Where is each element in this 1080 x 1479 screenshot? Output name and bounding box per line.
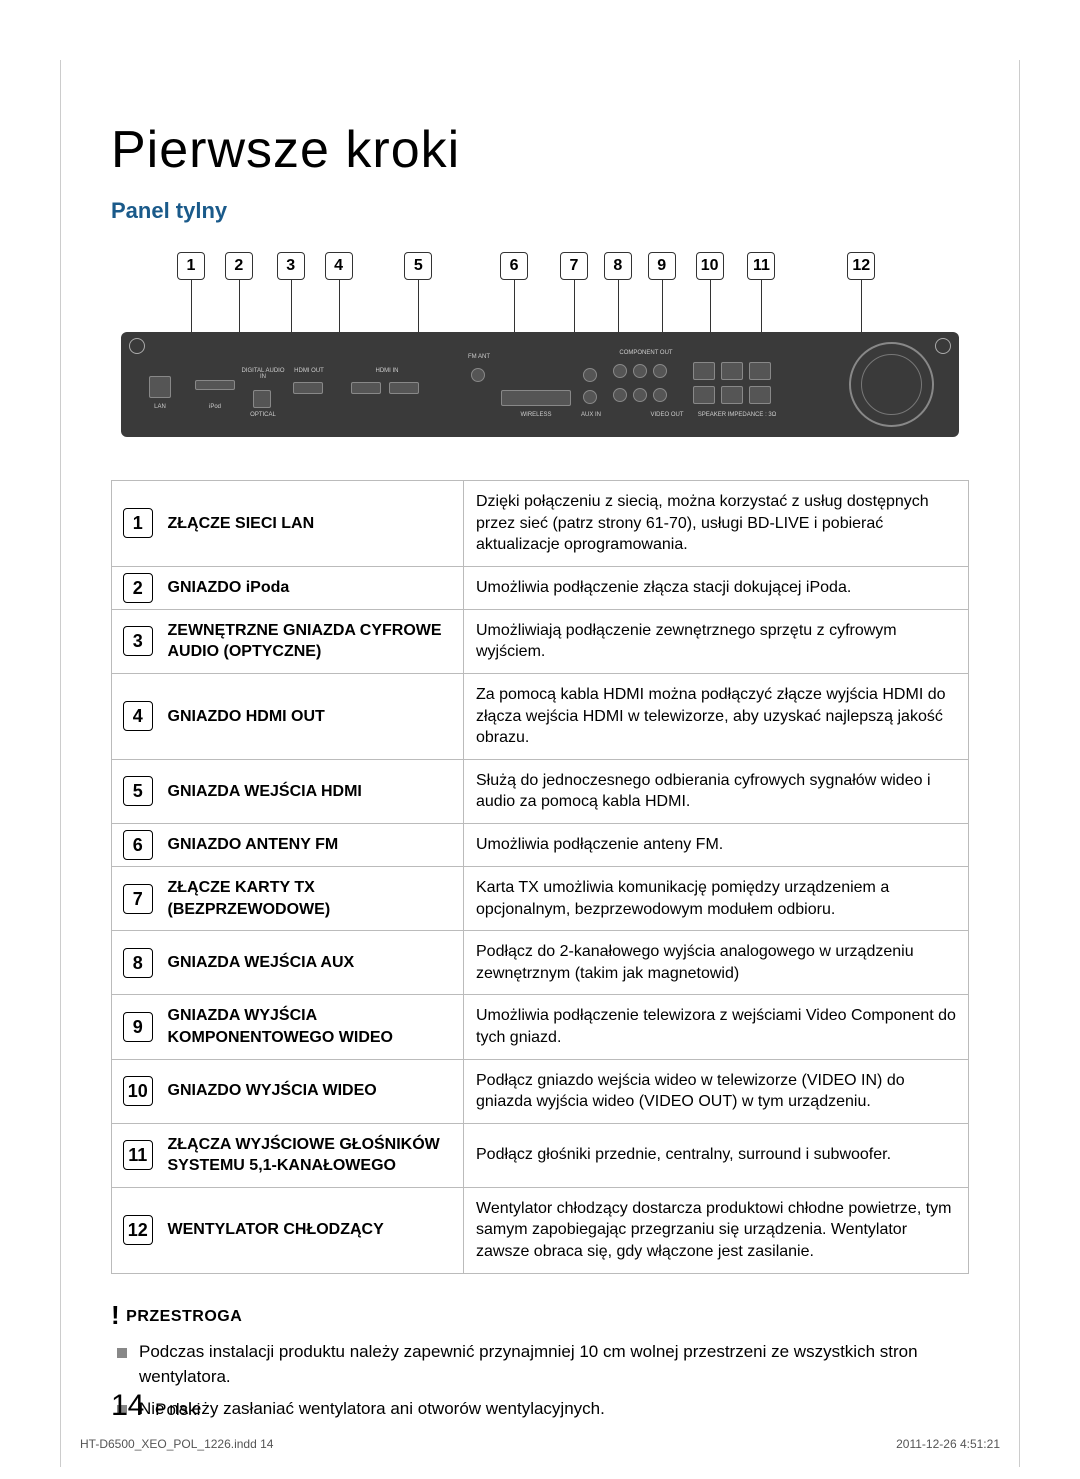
callout-6: 6 bbox=[500, 252, 528, 280]
port-label-hdmi-in: HDMI IN bbox=[365, 368, 409, 374]
caution-item: Podczas instalacji produktu należy zapew… bbox=[117, 1339, 969, 1390]
indd-filename: HT-D6500_XEO_POL_1226.indd 14 bbox=[80, 1437, 273, 1451]
callout-9: 9 bbox=[648, 252, 676, 280]
row-description: Umożliwia podłączenie złącza stacji doku… bbox=[464, 566, 969, 609]
row-description: Umożliwiają podłączenie zewnętrznego spr… bbox=[464, 609, 969, 673]
port-label-hdmi-out: HDMI OUT bbox=[289, 368, 329, 374]
row-label: ZŁĄCZA WYJŚCIOWE GŁOŚNIKÓW SYSTEMU 5,1-K… bbox=[164, 1123, 464, 1187]
row-number: 10 bbox=[123, 1076, 153, 1106]
row-number: 12 bbox=[123, 1215, 153, 1245]
port-label-fm: FM ANT bbox=[461, 354, 497, 360]
callout-5: 5 bbox=[404, 252, 432, 280]
table-row: 2 GNIAZDO iPodaUmożliwia podłączenie złąc… bbox=[112, 566, 969, 609]
row-label: GNIAZDA WYJŚCIA KOMPONENTOWEGO WIDEO bbox=[164, 995, 464, 1059]
row-label: GNIAZDO ANTENY FM bbox=[164, 823, 464, 866]
row-number: 3 bbox=[123, 626, 153, 656]
page-footer: 14 Polski bbox=[111, 1389, 200, 1423]
row-number: 8 bbox=[123, 948, 153, 978]
row-label: GNIAZDA WEJŚCIA HDMI bbox=[164, 759, 464, 823]
row-label: GNIAZDO iPoda bbox=[164, 566, 464, 609]
row-number: 1 bbox=[123, 508, 153, 538]
row-description: Podłącz do 2-kanałowego wyjścia analogow… bbox=[464, 931, 969, 995]
port-description-table: 1 ZŁĄCZE SIECI LANDzięki połączeniu z sie… bbox=[111, 480, 969, 1274]
port-label-digital: DIGITAL AUDIO IN bbox=[239, 368, 287, 380]
port-label-optical: OPTICAL bbox=[245, 412, 281, 418]
row-description: Karta TX umożliwia komunikację pomiędzy … bbox=[464, 866, 969, 930]
row-number: 2 bbox=[123, 573, 153, 603]
callout-7: 7 bbox=[560, 252, 588, 280]
callout-8: 8 bbox=[604, 252, 632, 280]
row-label: GNIAZDO HDMI OUT bbox=[164, 673, 464, 759]
table-row: 9 GNIAZDA WYJŚCIA KOMPONENTOWEGO WIDEOUmo… bbox=[112, 995, 969, 1059]
warning-icon: ! bbox=[111, 1300, 120, 1330]
row-description: Wentylator chłodzący dostarcza produktow… bbox=[464, 1187, 969, 1273]
page-language: Polski bbox=[155, 1400, 200, 1419]
row-description: Dzięki połączeniu z siecią, można korzys… bbox=[464, 481, 969, 567]
row-number: 6 bbox=[123, 830, 153, 860]
callout-11: 11 bbox=[747, 252, 775, 280]
callout-4: 4 bbox=[325, 252, 353, 280]
chapter-title: Pierwsze kroki bbox=[111, 120, 969, 180]
row-number: 4 bbox=[123, 701, 153, 731]
row-label: GNIAZDA WEJŚCIA AUX bbox=[164, 931, 464, 995]
fan-graphic bbox=[849, 342, 934, 427]
row-label: WENTYLATOR CHŁODZĄCY bbox=[164, 1187, 464, 1273]
port-label-speaker: SPEAKER IMPEDANCE : 3Ω bbox=[687, 412, 787, 418]
port-label-component: COMPONENT OUT bbox=[611, 350, 681, 356]
row-label: GNIAZDO WYJŚCIA WIDEO bbox=[164, 1059, 464, 1123]
table-row: 1 ZŁĄCZE SIECI LANDzięki połączeniu z sie… bbox=[112, 481, 969, 567]
table-row: 7 ZŁĄCZE KARTY TX (BEZPRZEWODOWE)Karta TX… bbox=[112, 866, 969, 930]
port-label-ipod: iPod bbox=[193, 404, 237, 410]
table-row: 11 ZŁĄCZA WYJŚCIOWE GŁOŚNIKÓW SYSTEMU 5,1… bbox=[112, 1123, 969, 1187]
table-row: 8 GNIAZDA WEJŚCIA AUXPodłącz do 2-kanałow… bbox=[112, 931, 969, 995]
row-description: Za pomocą kabla HDMI można podłączyć złą… bbox=[464, 673, 969, 759]
row-number: 9 bbox=[123, 1012, 153, 1042]
page-number: 14 bbox=[111, 1389, 144, 1422]
table-row: 6 GNIAZDO ANTENY FMUmożliwia podłączenie … bbox=[112, 823, 969, 866]
callout-10: 10 bbox=[696, 252, 724, 280]
row-label: ZŁĄCZE KARTY TX (BEZPRZEWODOWE) bbox=[164, 866, 464, 930]
table-row: 5 GNIAZDA WEJŚCIA HDMISłużą do jednoczesn… bbox=[112, 759, 969, 823]
row-label: ZŁĄCZE SIECI LAN bbox=[164, 481, 464, 567]
row-number: 7 bbox=[123, 884, 153, 914]
rear-panel-diagram: 123456789101112 LAN iPod DIGITAL AUDIO I… bbox=[111, 252, 969, 452]
row-description: Służą do jednoczesnego odbierania cyfrow… bbox=[464, 759, 969, 823]
row-description: Podłącz głośniki przednie, centralny, su… bbox=[464, 1123, 969, 1187]
table-row: 4 GNIAZDO HDMI OUTZa pomocą kabla HDMI mo… bbox=[112, 673, 969, 759]
table-row: 12 WENTYLATOR CHŁODZĄCYWentylator chłodzą… bbox=[112, 1187, 969, 1273]
table-row: 3 ZEWNĘTRZNE GNIAZDA CYFROWE AUDIO (OPTYC… bbox=[112, 609, 969, 673]
callout-1: 1 bbox=[177, 252, 205, 280]
caution-item: Nie należy zasłaniać wentylatora ani otw… bbox=[117, 1396, 969, 1422]
port-label-wireless: WIRELESS bbox=[509, 412, 563, 418]
section-title: Panel tylny bbox=[111, 198, 969, 224]
row-label: ZEWNĘTRZNE GNIAZDA CYFROWE AUDIO (OPTYCZ… bbox=[164, 609, 464, 673]
port-label-lan: LAN bbox=[143, 404, 177, 410]
print-footer: HT-D6500_XEO_POL_1226.indd 14 2011-12-26… bbox=[80, 1437, 1000, 1451]
callout-3: 3 bbox=[277, 252, 305, 280]
callout-2: 2 bbox=[225, 252, 253, 280]
row-description: Podłącz gniazdo wejścia wideo w telewizo… bbox=[464, 1059, 969, 1123]
row-number: 5 bbox=[123, 776, 153, 806]
row-description: Umożliwia podłączenie anteny FM. bbox=[464, 823, 969, 866]
row-number: 11 bbox=[123, 1140, 153, 1170]
print-timestamp: 2011-12-26 4:51:21 bbox=[896, 1437, 1000, 1451]
table-row: 10 GNIAZDO WYJŚCIA WIDEOPodłącz gniazdo w… bbox=[112, 1059, 969, 1123]
port-label-video: VIDEO OUT bbox=[645, 412, 689, 418]
callout-12: 12 bbox=[847, 252, 875, 280]
rear-panel-graphic: LAN iPod DIGITAL AUDIO IN OPTICAL HDMI O… bbox=[121, 332, 959, 437]
caution-block: ! PRZESTROGA Podczas instalacji produktu … bbox=[111, 1300, 969, 1422]
row-description: Umożliwia podłączenie telewizora z wejśc… bbox=[464, 995, 969, 1059]
caution-heading: PRZESTROGA bbox=[126, 1308, 242, 1325]
port-label-aux: AUX IN bbox=[573, 412, 609, 418]
